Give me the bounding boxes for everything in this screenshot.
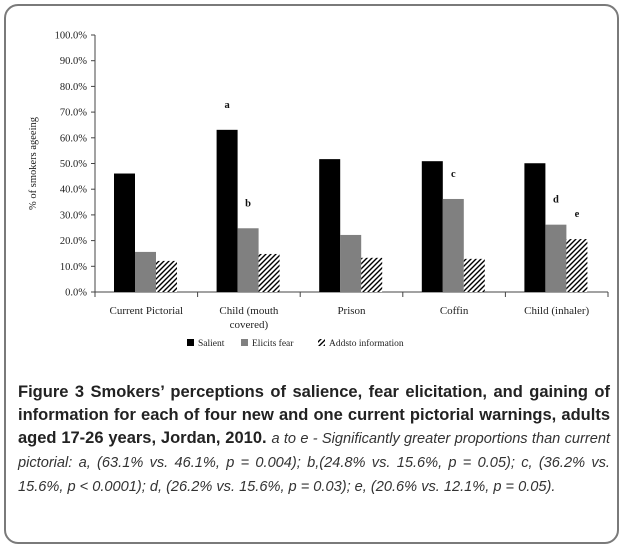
bar (463, 258, 485, 292)
bar-chart: 0.0% 10.0% 20.0% 30.0% 40.0% 50.0% 60.0% 70.0% 8… (28, 31, 609, 349)
bar (340, 234, 362, 292)
bar (258, 253, 280, 292)
annotation-label: e (575, 209, 580, 220)
bar (524, 163, 546, 292)
legend-swatch (318, 339, 325, 346)
y-tick-label: 70.0% (60, 108, 87, 119)
figure-caption: Figure 3 Smokers’ perceptions of salienc… (18, 381, 610, 499)
chart-bars (114, 129, 588, 292)
y-tick-label: 40.0% (60, 185, 87, 196)
bar (319, 159, 341, 292)
y-tick-label: 60.0% (60, 133, 87, 144)
annotation-label: c (451, 169, 456, 180)
y-tick-label: 90.0% (60, 56, 87, 67)
y-tick-label: 10.0% (60, 262, 87, 273)
legend-label: Elicits fear (252, 338, 294, 349)
y-axis-title: % of smokers ageeing (28, 116, 39, 210)
bar (216, 129, 238, 292)
bar (135, 251, 156, 292)
y-tick-label: 20.0% (60, 236, 87, 247)
bar (421, 161, 443, 292)
legend-label: Addsto information (329, 338, 404, 349)
chart-axes: 0.0% 10.0% 20.0% 30.0% 40.0% 50.0% 60.0% 70.0% 8… (28, 31, 609, 299)
x-tick-label: covered) (230, 319, 269, 331)
bar (156, 260, 177, 292)
caption-title: Figure 3 Smokers’ perceptions of salienc… (18, 383, 610, 447)
y-tick-label: 50.0% (60, 159, 87, 170)
chart-labels: Current Pictorial Child (mouth covered) Pri… (109, 100, 589, 331)
bar (442, 198, 464, 292)
legend-label: Salient (198, 339, 225, 349)
x-tick-label: Child (inhaler) (524, 305, 589, 317)
y-tick-label: 80.0% (60, 82, 87, 93)
y-tick-label: 0.0% (65, 288, 87, 299)
annotation-label: b (245, 198, 251, 209)
bar (361, 257, 383, 292)
bar (237, 228, 259, 292)
bar (545, 224, 567, 292)
x-tick-label: Prison (337, 305, 366, 317)
caption-title-period: . (262, 429, 272, 447)
x-tick-label: Coffin (440, 305, 469, 317)
x-tick-label: Child (mouth (219, 305, 278, 317)
y-tick-label: 100.0% (55, 31, 88, 42)
legend-swatch (241, 339, 248, 346)
chart-legend: Salient Elicits fear Addsto information (187, 338, 404, 349)
annotation-label: d (553, 195, 559, 206)
figure-frame (4, 4, 619, 544)
x-tick-label: Current Pictorial (109, 305, 183, 317)
annotation-label: a (224, 100, 230, 111)
legend-swatch (187, 339, 194, 346)
bar (566, 239, 588, 292)
y-tick-label: 30.0% (60, 210, 87, 221)
bar (114, 173, 135, 292)
caption-note: a to e - Significantly greater proportio… (18, 431, 611, 495)
